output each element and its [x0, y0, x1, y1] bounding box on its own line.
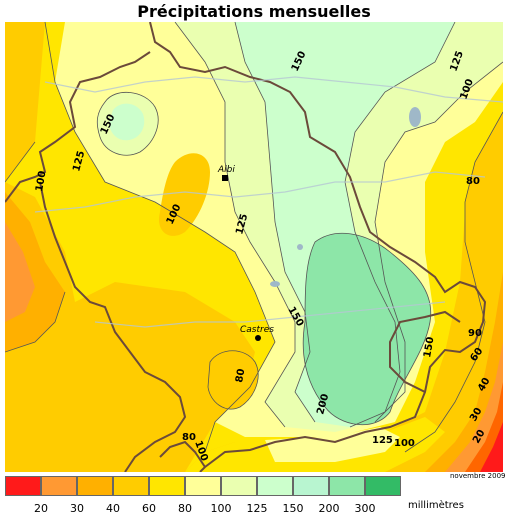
legend-swatch — [149, 476, 185, 496]
legend-tick: 80 — [178, 502, 192, 515]
legend-tick: 30 — [70, 502, 84, 515]
legend-tick: 60 — [142, 502, 156, 515]
legend-swatch — [77, 476, 113, 496]
precipitation-map: 150 125 100 125 100 150 100 125 150 80 2… — [5, 22, 503, 472]
legend-tick: 150 — [282, 502, 304, 515]
legend-swatch — [41, 476, 77, 496]
legend-swatch — [329, 476, 365, 496]
contour-label: 125 — [234, 213, 250, 236]
map-title: Précipitations mensuelles — [137, 2, 371, 21]
city-label-albi: Albi — [217, 165, 235, 175]
city-marker-castres — [255, 335, 261, 341]
contour-label: 80 — [182, 432, 196, 443]
city-marker-albi — [222, 175, 228, 181]
legend-swatch — [257, 476, 293, 496]
legend-tick: 125 — [246, 502, 268, 515]
legend-unit: millimètres — [408, 500, 464, 511]
legend-swatch — [113, 476, 149, 496]
city-label-castres: Castres — [240, 325, 274, 335]
legend-tick: 300 — [354, 502, 376, 515]
legend-tick: 200 — [318, 502, 340, 515]
date-note: novembre 2009 — [450, 472, 506, 480]
contour-label: 125 — [372, 435, 393, 446]
contour-label: 150 — [422, 336, 436, 359]
contour-label: 80 — [466, 176, 480, 187]
contour-label: 200 — [315, 393, 331, 416]
legend-swatch — [5, 476, 41, 496]
legend-swatch — [365, 476, 401, 496]
contour-label: 100 — [394, 438, 415, 449]
contour-label: 90 — [468, 328, 482, 339]
contour-label: 80 — [234, 368, 247, 384]
legend-tick: 100 — [210, 502, 232, 515]
contour-label: 125 — [71, 150, 87, 173]
contour-label: 100 — [34, 170, 48, 193]
legend-swatch — [293, 476, 329, 496]
legend-swatch — [221, 476, 257, 496]
legend-tick: 20 — [34, 502, 48, 515]
legend-swatch — [185, 476, 221, 496]
legend-tick: 40 — [106, 502, 120, 515]
